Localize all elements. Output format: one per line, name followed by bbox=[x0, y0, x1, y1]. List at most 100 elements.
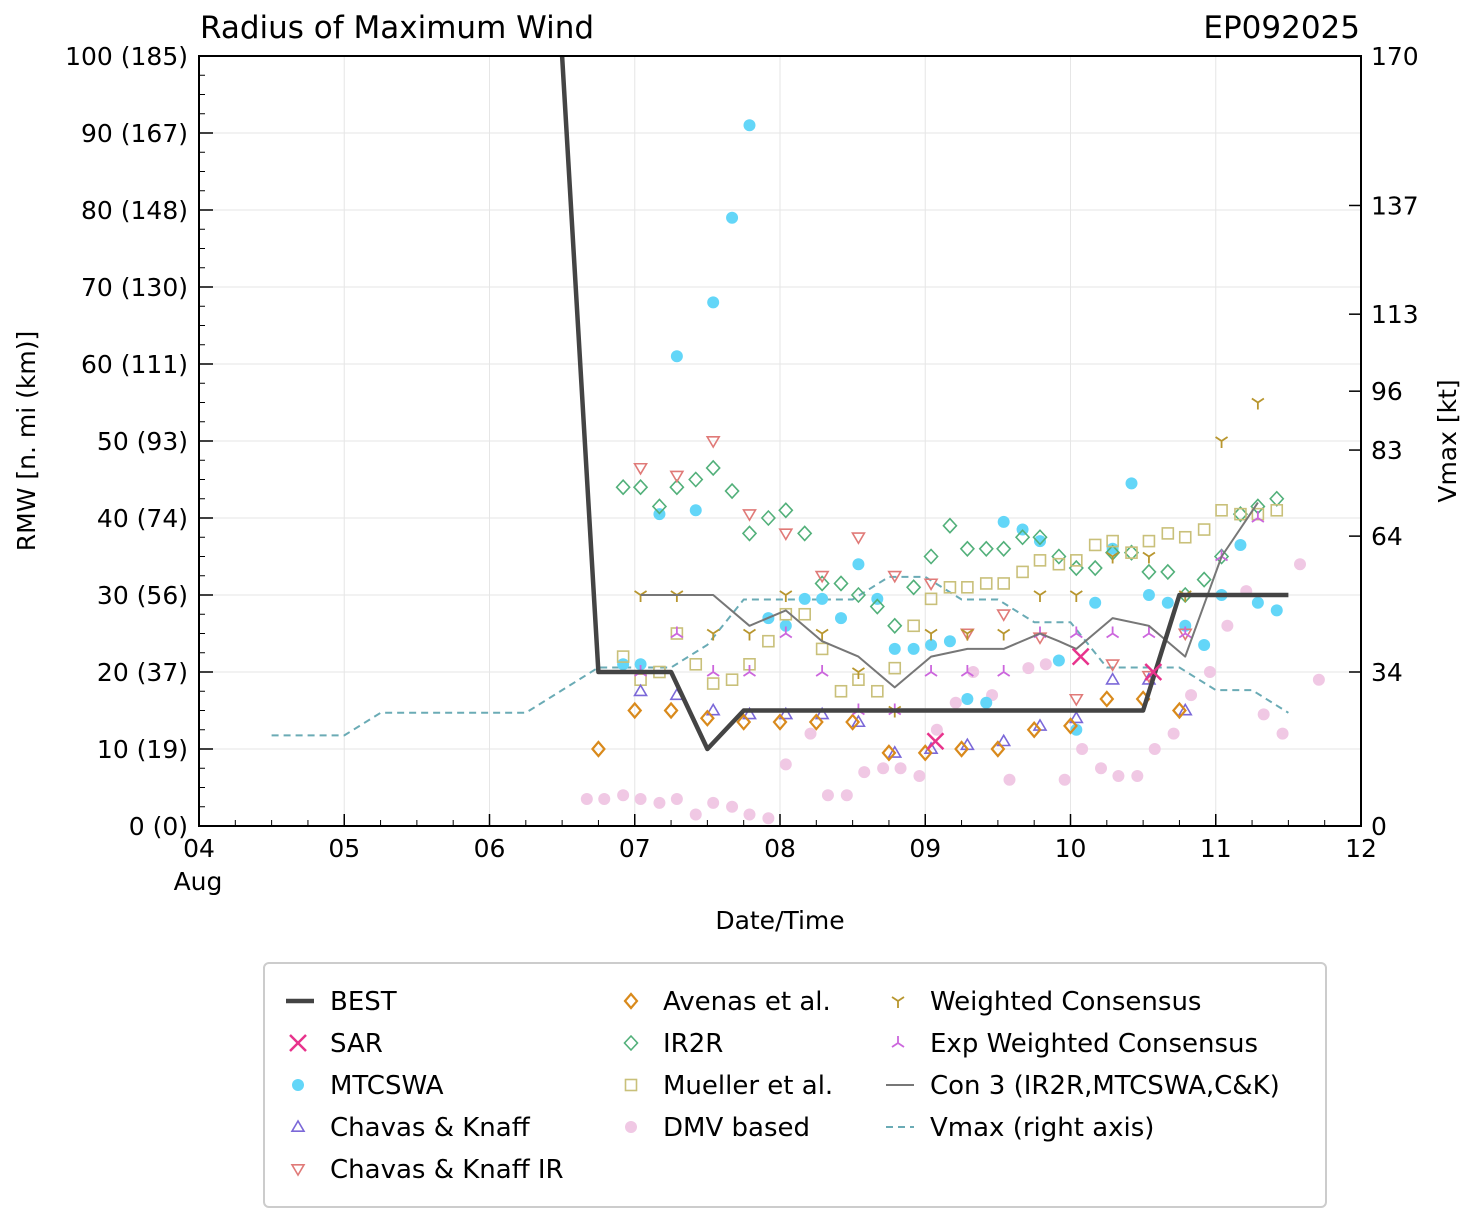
mueller-et-al-point bbox=[616, 650, 630, 663]
mtcswa-point bbox=[961, 692, 974, 705]
mtcswa-point bbox=[943, 635, 956, 648]
legend-label: MTCSWA bbox=[330, 1071, 444, 1101]
ir2r-point bbox=[869, 598, 885, 615]
exp-weighted-consensus-point-stroke bbox=[1069, 626, 1083, 639]
avenas-et-al-point bbox=[627, 701, 643, 720]
mtcswa-point bbox=[1142, 589, 1155, 601]
weighted-consensus-point-stroke bbox=[851, 667, 865, 679]
exp-weighted-consensus-point-stroke bbox=[924, 665, 938, 677]
ir2r-point bbox=[1213, 548, 1230, 565]
legend-label: Con 3 (IR2R,MTCSWA,C&K) bbox=[930, 1071, 1280, 1101]
exp-weighted-consensus-point bbox=[742, 665, 756, 677]
mueller-et-al-point bbox=[1125, 546, 1138, 559]
exp-weighted-consensus-point bbox=[706, 665, 720, 677]
weighted-consensus-point bbox=[997, 628, 1011, 641]
legend-item-sar: SAR bbox=[289, 1029, 383, 1059]
mueller-et-al-point bbox=[907, 619, 920, 633]
mtcswa-point bbox=[1251, 596, 1264, 609]
legend-label: IR2R bbox=[663, 1029, 723, 1059]
chavas-knaff-point bbox=[996, 733, 1012, 747]
exp-weighted-consensus-point bbox=[815, 665, 829, 677]
dmv-based-point bbox=[913, 769, 926, 782]
mtcswa-point bbox=[888, 642, 901, 655]
dmv-based-point bbox=[840, 789, 853, 802]
x-tick-label: 05 bbox=[328, 834, 360, 863]
avenas-et-al-point bbox=[845, 713, 861, 731]
avenas-et-al-point bbox=[1171, 701, 1187, 720]
series-exp-weighted-consensus bbox=[634, 511, 1265, 716]
mueller-et-al-point bbox=[834, 684, 848, 698]
dmv-based-point bbox=[634, 793, 647, 806]
weighted-consensus-point-stroke bbox=[706, 628, 720, 641]
mtcswa-point bbox=[997, 515, 1010, 528]
legend-swatch bbox=[625, 1121, 637, 1133]
mueller-et-al-point bbox=[979, 577, 993, 590]
sar-point bbox=[926, 732, 945, 751]
series-dmv-based bbox=[580, 558, 1325, 825]
chavas-knaff-ir-point bbox=[959, 628, 975, 642]
sar-point bbox=[1144, 663, 1163, 681]
x-axis-label: Date/Time bbox=[715, 906, 844, 935]
ir2r-point bbox=[1068, 559, 1084, 577]
ir2r-point bbox=[1014, 529, 1031, 546]
weighted-consensus-point bbox=[815, 628, 829, 641]
sar-point-stroke bbox=[1144, 663, 1163, 681]
legend-item-chavas-knaff-ir: Chavas & Knaff IR bbox=[290, 1155, 564, 1185]
ir2r-point bbox=[978, 540, 994, 557]
dmv-based-point bbox=[707, 796, 720, 809]
mtcswa-point bbox=[634, 658, 647, 671]
weighted-consensus-point bbox=[779, 590, 793, 602]
legend-item-exp-weighted-consensus: Exp Weighted Consensus bbox=[891, 1029, 1258, 1059]
ir2r-point bbox=[1123, 544, 1140, 561]
legend-label: DMV based bbox=[663, 1113, 810, 1143]
legend-swatch bbox=[624, 1078, 638, 1092]
exp-weighted-consensus-point bbox=[960, 665, 974, 677]
ir2r-point bbox=[833, 575, 849, 592]
weighted-consensus-point bbox=[742, 628, 756, 641]
chavas-knaff-ir-point bbox=[633, 462, 648, 476]
weighted-consensus-point-stroke bbox=[1069, 590, 1083, 602]
chavas-knaff-point bbox=[887, 745, 903, 758]
y-tick-label: 50 (93) bbox=[97, 427, 188, 456]
exp-weighted-consensus-point-stroke bbox=[670, 626, 684, 639]
exp-weighted-consensus-point bbox=[1106, 626, 1120, 639]
chavas-knaff-ir-point bbox=[705, 435, 721, 449]
ir2r-point bbox=[688, 471, 704, 488]
chavas-knaff-ir-point bbox=[851, 532, 866, 545]
y-tick-label: 30 (56) bbox=[97, 581, 188, 610]
ir2r-point bbox=[632, 479, 649, 496]
y-tick-label: 60 (111) bbox=[81, 350, 188, 379]
dmv-based-point bbox=[1058, 773, 1071, 786]
legend: BEST SAR MTCSWA Chavas & Knaff Chavas & Knaf… bbox=[263, 962, 1327, 1208]
mtcswa-point bbox=[1089, 596, 1102, 609]
chavas-knaff-point bbox=[778, 706, 794, 720]
mtcswa-point bbox=[670, 350, 683, 363]
legend-swatch-stroke bbox=[891, 996, 905, 1008]
exp-weighted-consensus-point-stroke bbox=[1178, 626, 1192, 639]
mueller-et-al-point bbox=[888, 661, 902, 675]
ir2r-point bbox=[615, 479, 631, 496]
legend-item-weighted-consensus: Weighted Consensus bbox=[891, 987, 1201, 1017]
mtcswa-point bbox=[1161, 596, 1174, 609]
weighted-consensus-point bbox=[1106, 551, 1120, 564]
sar-point-stroke bbox=[1071, 647, 1090, 666]
legend-swatch bbox=[290, 1119, 306, 1132]
legend-swatch bbox=[891, 996, 905, 1008]
y-tick-label: 90 (167) bbox=[81, 119, 188, 148]
y-axis-right: 0 34 64 83 96 113 137 170 bbox=[1349, 42, 1419, 841]
legend-label: Vmax (right axis) bbox=[930, 1113, 1154, 1143]
exp-weighted-consensus-point-stroke bbox=[779, 626, 793, 639]
ir2r-point bbox=[923, 548, 939, 565]
weighted-consensus-point bbox=[851, 667, 865, 679]
exp-weighted-consensus-point bbox=[1142, 626, 1156, 639]
mueller-et-al-point bbox=[1106, 534, 1119, 548]
mtcswa-point bbox=[835, 612, 848, 625]
ir2r-point bbox=[996, 540, 1012, 557]
series-ir2r bbox=[615, 459, 1285, 634]
series-sar bbox=[926, 647, 1163, 751]
mueller-et-al-point bbox=[689, 657, 703, 671]
ir2r-point bbox=[778, 502, 794, 519]
exp-weighted-consensus-point-stroke bbox=[742, 665, 756, 677]
legend-item-vmax-right-axis: Vmax (right axis) bbox=[886, 1113, 1154, 1143]
